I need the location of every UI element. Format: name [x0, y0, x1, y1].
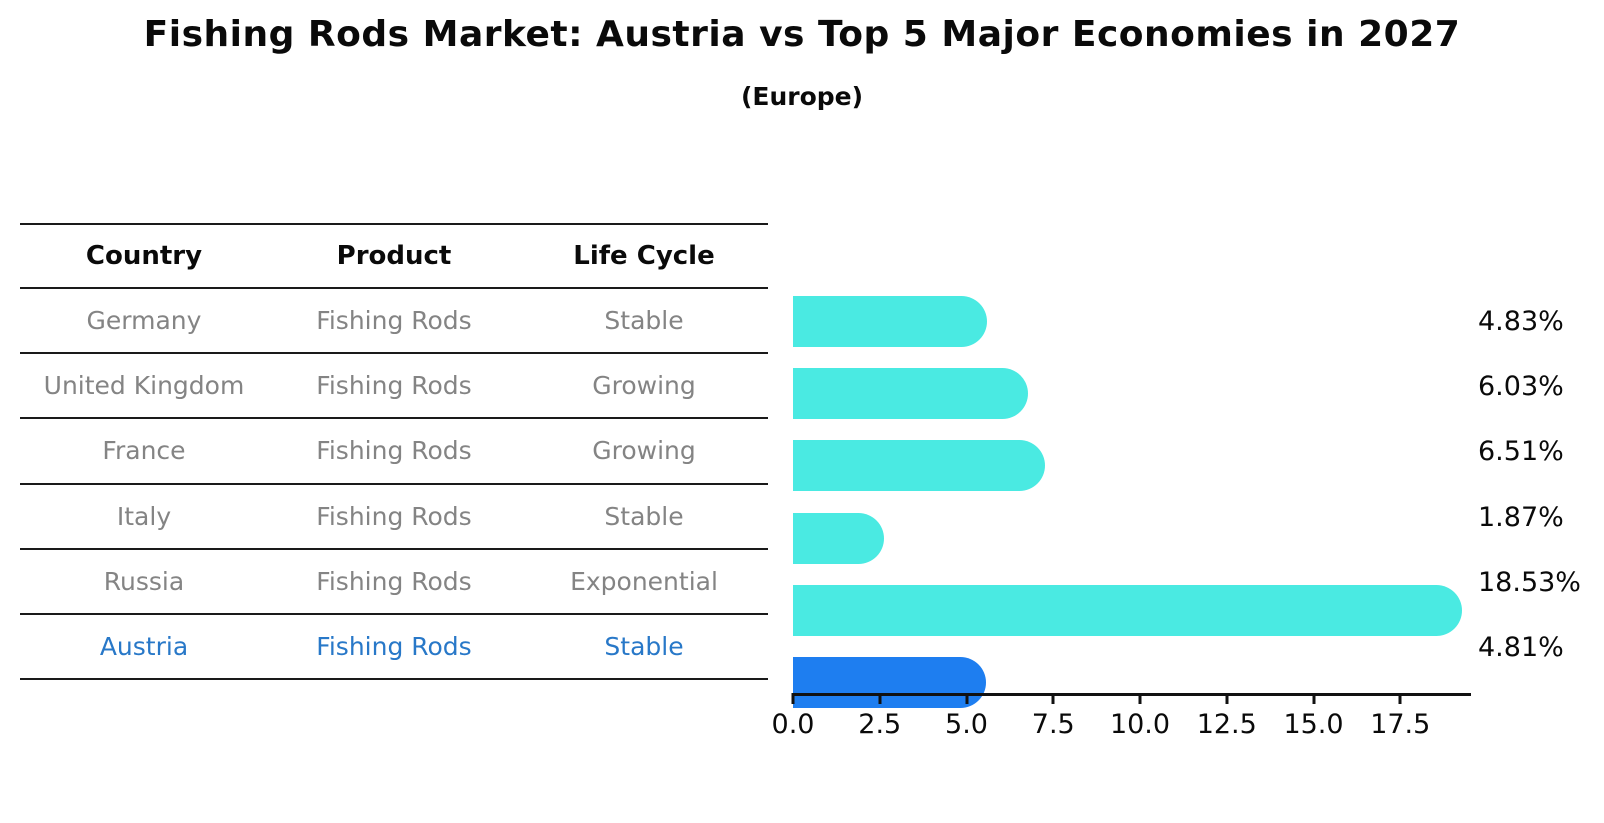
labels-header-spacer	[1478, 223, 1604, 289]
axis-tick-label: 17.5	[1370, 709, 1431, 740]
value-label-austria: 4.81%	[1478, 631, 1564, 663]
bar-row-united-kingdom	[793, 368, 1471, 433]
bar-austria-highlight	[793, 656, 986, 708]
cell-product: Fishing Rods	[316, 436, 472, 466]
cell-product: Fishing Rods	[316, 501, 472, 531]
table-row-italy: Italy Fishing Rods Stable	[20, 485, 768, 550]
header-cell-product: Product	[336, 241, 452, 271]
bar-row-italy	[793, 512, 1471, 578]
value-label-italy: 1.87%	[1478, 501, 1564, 533]
cell-country: Russia	[103, 566, 185, 596]
axis-tick	[965, 693, 968, 704]
page-title: Fishing Rods Market: Austria vs Top 5 Ma…	[143, 14, 1461, 55]
axis-tick	[1138, 693, 1142, 704]
cell-country: Italy	[116, 501, 172, 531]
axis-tick	[1051, 693, 1055, 704]
cell-product: Fishing Rods	[316, 566, 472, 596]
table-row-russia: Russia Fishing Rods Exponential	[20, 550, 768, 615]
cell-life-cycle: Growing	[592, 371, 696, 401]
axis-tick-label: 12.5	[1196, 709, 1257, 740]
cell-product: Fishing Rods	[316, 632, 472, 662]
value-label-germany: 4.83%	[1478, 306, 1564, 337]
cell-life-cycle: Growing	[592, 436, 696, 466]
cell-life-cycle: Stable	[604, 632, 684, 662]
cell-country: United Kingdom	[43, 371, 245, 401]
value-labels-list: 4.83% 6.03% 6.51% 1.87% 18.53% 4.81%	[1478, 289, 1604, 680]
table-row-austria: Austria Fishing Rods Stable	[20, 615, 768, 681]
cell-life-cycle: Stable	[604, 501, 684, 531]
axis-tick	[1225, 693, 1229, 704]
bar	[793, 440, 1045, 492]
value-label-united-kingdom: 6.03%	[1478, 371, 1564, 403]
bar	[793, 296, 987, 347]
axis-tick	[791, 693, 795, 704]
bar-row-austria	[793, 656, 1471, 722]
axis-tick-label: 0.0	[771, 709, 815, 740]
cell-country: France	[102, 436, 186, 466]
value-label-france: 6.51%	[1478, 436, 1564, 468]
cell-product: Fishing Rods	[316, 371, 472, 401]
table-row-germany: Germany Fishing Rods Stable	[20, 289, 768, 355]
table-row-france: France Fishing Rods Growing	[20, 419, 768, 485]
axis-tick	[878, 693, 882, 704]
x-axis-ticks: 0.0 2.5 5.0 7.5 10.0 12.5 15.0 17.5	[772, 693, 1471, 753]
page-subtitle: (Europe)	[740, 82, 864, 111]
bar-row-france	[793, 440, 1471, 505]
cell-life-cycle: Stable	[604, 306, 684, 336]
comparison-table: Country Product Life Cycle Germany Fishin…	[20, 223, 768, 681]
axis-tick-label: 2.5	[858, 709, 902, 740]
bar	[793, 512, 884, 564]
table-body: Germany Fishing Rods Stable United Kingdom F…	[20, 289, 768, 681]
bar-row-germany	[793, 296, 1471, 361]
bar	[793, 584, 1462, 636]
bars-area	[793, 296, 1471, 722]
x-axis	[793, 693, 1471, 696]
bar-chart	[793, 223, 1471, 722]
cell-product: Fishing Rods	[316, 306, 472, 336]
value-label-russia: 18.53%	[1478, 566, 1581, 598]
table-row-united-kingdom: United Kingdom Fishing Rods Growing	[20, 354, 768, 420]
table-header-row: Country Product Life Cycle	[20, 223, 768, 289]
bar-row-russia	[793, 584, 1471, 650]
axis-tick-label: 7.5	[1031, 709, 1075, 740]
cell-life-cycle: Exponential	[570, 566, 718, 596]
bar	[793, 368, 1029, 420]
cell-country: Austria	[99, 632, 189, 662]
header-cell-life-cycle: Life Cycle	[573, 241, 715, 271]
value-labels: 4.83% 6.03% 6.51% 1.87% 18.53% 4.81%	[1478, 223, 1604, 680]
axis-tick-label: 10.0	[1109, 709, 1171, 740]
header-cell-country: Country	[85, 241, 203, 271]
axis-tick	[1312, 693, 1315, 704]
cell-country: Germany	[86, 306, 202, 336]
axis-tick-label: 15.0	[1283, 709, 1344, 740]
axis-tick	[1398, 693, 1402, 704]
bars-header-spacer	[793, 223, 1471, 289]
axis-tick-label: 5.0	[945, 709, 988, 740]
